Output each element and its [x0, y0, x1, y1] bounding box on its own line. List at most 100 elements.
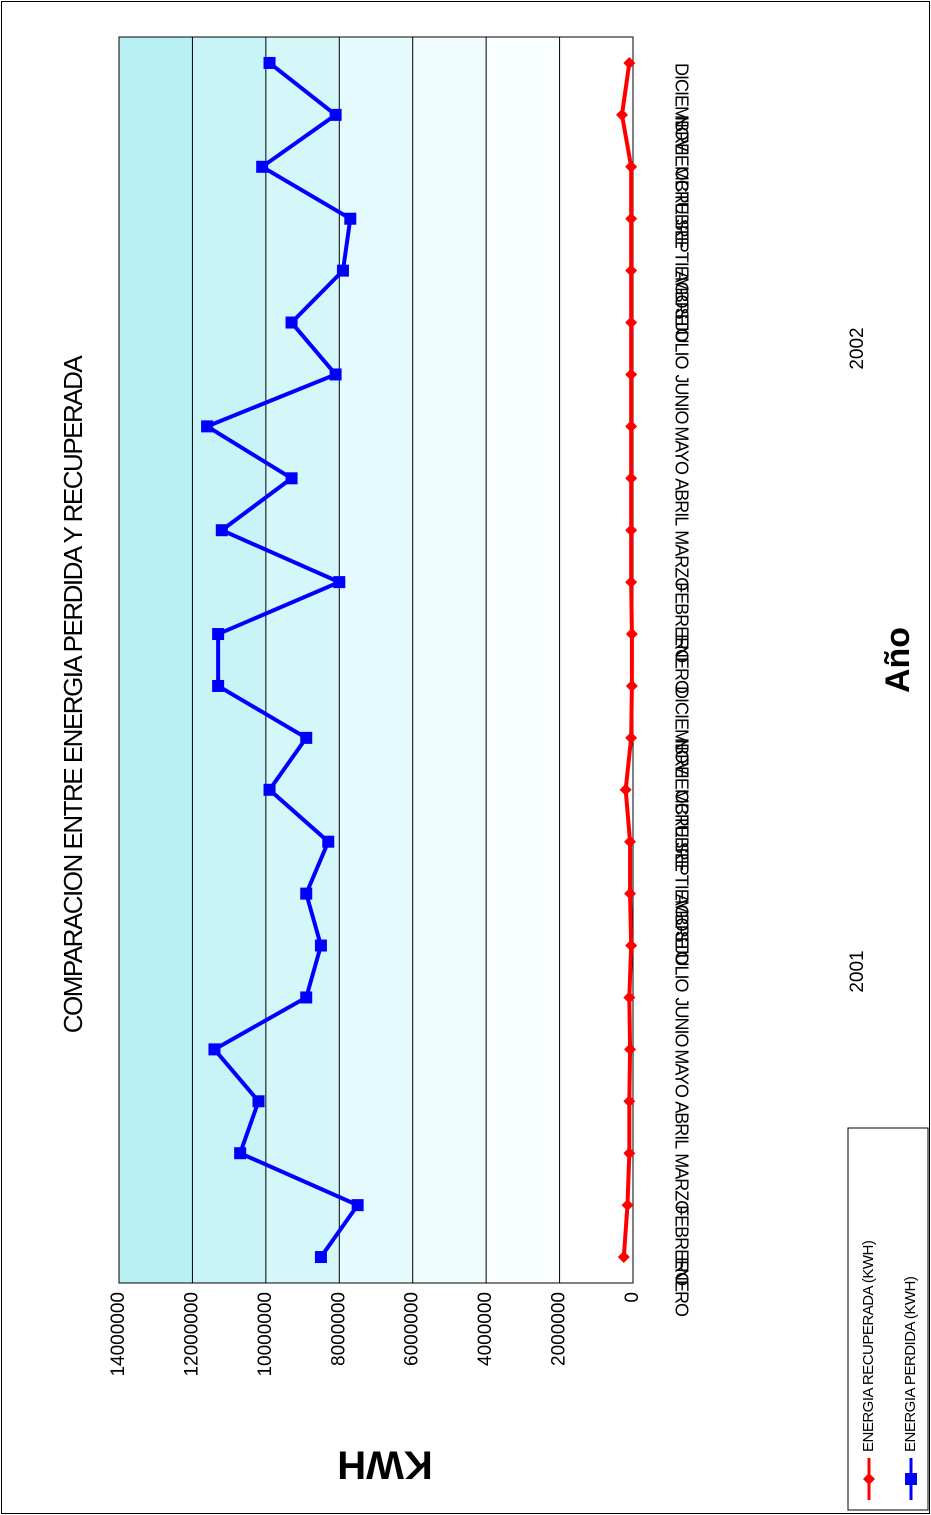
x-tick-label: NOVIEMBRE — [671, 738, 691, 838]
data-point — [625, 628, 638, 641]
x-tick-label: FEBRERO — [671, 1205, 691, 1286]
data-point — [333, 576, 346, 589]
legend-entry: ENERGIA RECUPERADA (KWH) — [860, 1240, 877, 1500]
data-point — [234, 1147, 247, 1160]
y-tick-label: 0 — [622, 1292, 643, 1303]
legend-label: ENERGIA RECUPERADA (KWH) — [860, 1240, 877, 1452]
x-axis-label: Año — [879, 627, 917, 693]
x-tick-label: JULIO — [671, 946, 691, 993]
x-tick-label: ABRIL — [671, 478, 691, 526]
data-point — [212, 679, 225, 692]
year-label: 2002 — [847, 327, 868, 369]
data-point — [625, 316, 638, 329]
x-tick-label: NOVIEMBRE — [671, 115, 691, 215]
plot-background — [119, 37, 633, 1283]
plot-band — [192, 37, 266, 1283]
data-point — [619, 783, 632, 796]
y-tick-label: 8000000 — [328, 1292, 349, 1366]
x-tick-label: ENERO — [671, 634, 691, 694]
data-point — [625, 472, 638, 485]
x-tick-label: JUNIO — [671, 374, 691, 424]
data-point — [615, 108, 628, 121]
data-point — [624, 835, 637, 848]
x-tick-label: MARZO — [671, 1153, 691, 1214]
series-line — [202, 61, 361, 1259]
data-point — [623, 1095, 636, 1108]
legend: ENERGIA RECUPERADA (KWH) ENERGIA PERDIDA … — [847, 1127, 929, 1511]
y-tick-label: 14000000 — [108, 1292, 129, 1377]
plot-band — [486, 37, 560, 1283]
data-point — [623, 56, 636, 69]
data-point — [623, 991, 636, 1004]
x-tick-label: AGOSTO — [671, 894, 691, 966]
data-point — [201, 420, 214, 433]
plot-band — [265, 37, 340, 1283]
x-tick-label: AGOSTO — [671, 271, 691, 343]
y-tick-label: 12000000 — [181, 1292, 202, 1377]
data-point — [314, 939, 327, 952]
data-point — [351, 1199, 364, 1212]
series-energia-recuperada — [615, 56, 638, 1264]
data-point — [625, 264, 638, 277]
series-line — [619, 62, 634, 1258]
y-tick-label: 2000000 — [549, 1292, 570, 1366]
data-point — [285, 472, 298, 485]
x-tick-label: MAYO — [671, 1049, 691, 1098]
data-point — [625, 524, 638, 537]
gridlines — [191, 37, 561, 1283]
data-point — [625, 212, 638, 225]
data-point — [625, 420, 638, 433]
data-point — [625, 679, 638, 692]
data-point — [300, 991, 313, 1004]
data-point — [285, 316, 298, 329]
data-point — [263, 783, 276, 796]
data-point — [208, 1043, 221, 1056]
data-point — [621, 1199, 634, 1212]
plot-band — [412, 37, 487, 1283]
x-tick-label: FEBRERO — [671, 582, 691, 663]
data-point — [322, 835, 335, 848]
x-tick-label: OCTUBRE — [671, 790, 691, 872]
y-tick-label: 10000000 — [255, 1292, 276, 1377]
data-point — [623, 1147, 636, 1160]
x-tick-label: SEPTIEMBRE — [671, 842, 691, 949]
data-point — [256, 160, 269, 173]
x-tick-label: SEPTIEMBRE — [671, 219, 691, 326]
x-tick-label: ENERO — [671, 1257, 691, 1317]
data-point — [263, 56, 276, 69]
data-point — [624, 1043, 637, 1056]
data-point — [300, 887, 313, 900]
data-point — [329, 108, 342, 121]
data-point — [314, 1251, 327, 1264]
series-energia-perdida — [201, 56, 364, 1264]
y-axis-label: KWH — [337, 1442, 433, 1486]
x-tick-label: JULIO — [671, 323, 691, 370]
x-tick-label: OCTUBRE — [671, 167, 691, 249]
series-layer — [201, 56, 638, 1264]
legend-marker — [863, 1473, 875, 1485]
y-tick-label: 6000000 — [402, 1292, 423, 1366]
data-point — [344, 212, 357, 225]
legend-label: ENERGIA PERDIDA (KWH) — [902, 1276, 919, 1452]
legend-marker — [905, 1473, 917, 1485]
plot-band — [119, 37, 193, 1283]
x-tick-label: DICIEMBRE — [671, 686, 691, 778]
year-labels: 2001 2002 — [847, 327, 868, 992]
data-point — [617, 1251, 630, 1264]
x-tick-label: ABRIL — [671, 1101, 691, 1149]
data-point — [336, 264, 349, 277]
x-axis-ticks: ENEROFEBREROMARZOABRILMAYOJUNIOJULIOAGOS… — [671, 63, 691, 1317]
plot-band — [559, 37, 633, 1283]
data-point — [212, 628, 225, 641]
plot-band — [339, 37, 413, 1283]
data-point — [625, 160, 638, 173]
data-point — [625, 368, 638, 381]
x-tick-label: MAYO — [671, 426, 691, 475]
year-label: 2001 — [847, 950, 868, 992]
chart-title: COMPARACION ENTRE ENERGIA PERDIDA Y RECU… — [58, 355, 88, 1034]
data-point — [625, 939, 638, 952]
data-point — [624, 887, 637, 900]
x-tick-label: JUNIO — [671, 997, 691, 1047]
legend-entry: ENERGIA PERDIDA (KWH) — [902, 1276, 919, 1500]
